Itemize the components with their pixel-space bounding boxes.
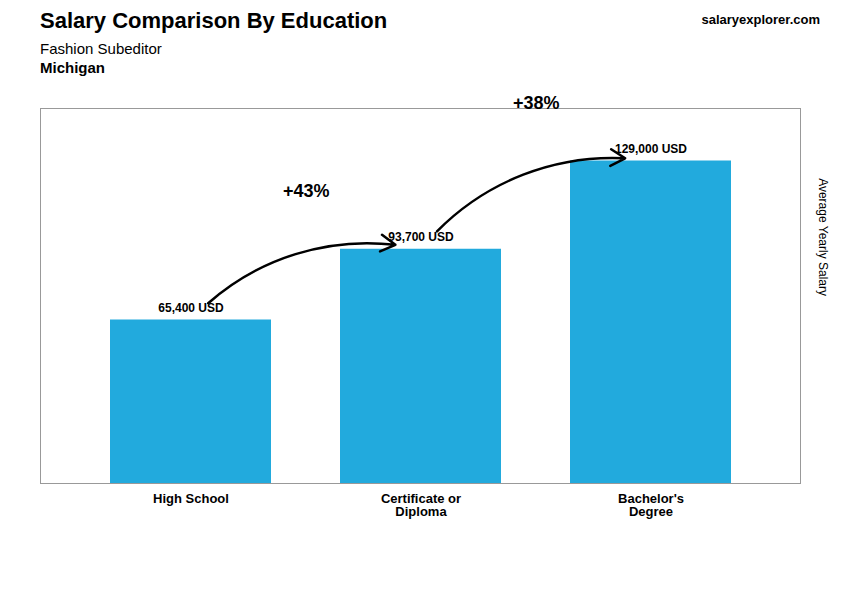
svg-text:Certificate orDiploma: Certificate orDiploma <box>381 491 461 519</box>
html-text:salaryexplorer.com: salaryexplorer.com <box>701 12 820 27</box>
svg-text:Bachelor'sDegree: Bachelor'sDegree <box>618 491 684 519</box>
svg-text:High School: High School <box>153 491 229 506</box>
html-text:Michigan: Michigan <box>40 59 105 76</box>
svg-text:+38%: +38% <box>513 93 560 113</box>
html-text:Salary Comparison By Education: Salary Comparison By Education <box>40 8 388 33</box>
svg-text:+43%: +43% <box>283 181 330 201</box>
svg-text:Average Yearly Salary: Average Yearly Salary <box>816 178 830 296</box>
svg-text:93,700 USD: 93,700 USD <box>388 230 454 244</box>
svg-text:129,000 USD: 129,000 USD <box>615 142 687 156</box>
html-text:Fashion Subeditor: Fashion Subeditor <box>40 40 162 57</box>
svg-text:65,400 USD: 65,400 USD <box>158 301 224 315</box>
